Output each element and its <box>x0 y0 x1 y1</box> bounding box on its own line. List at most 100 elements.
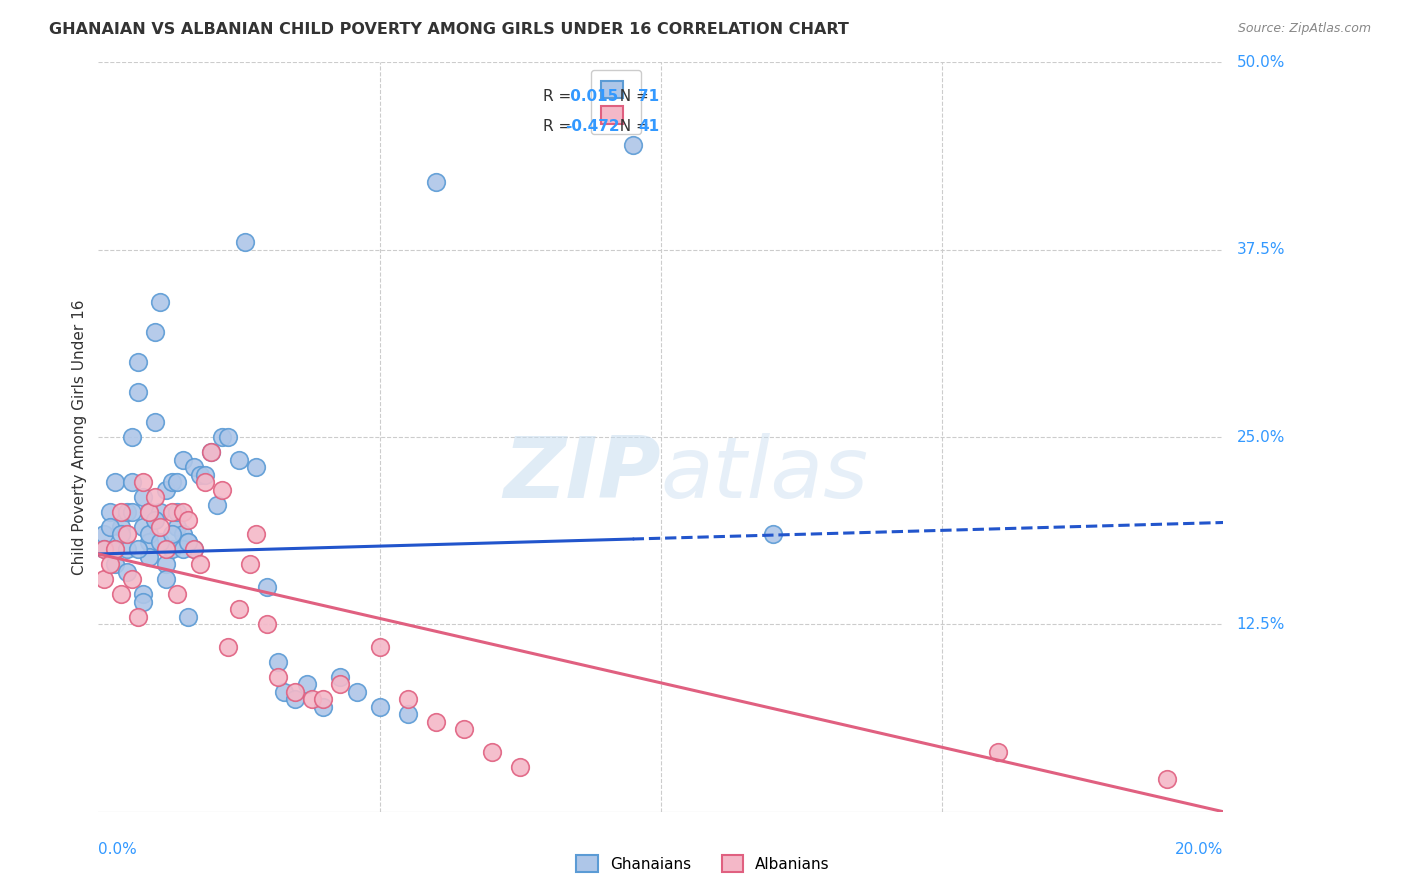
Point <box>110 527 132 541</box>
Point <box>121 475 143 489</box>
Point <box>149 535 172 549</box>
Point <box>115 505 138 519</box>
Point <box>267 670 290 684</box>
Point <box>127 542 149 557</box>
Point <box>425 714 447 729</box>
Point <box>211 430 233 444</box>
Point <box>188 467 211 482</box>
Point <box>104 558 127 572</box>
Text: 41: 41 <box>638 119 659 134</box>
Point <box>481 745 503 759</box>
Point <box>346 685 368 699</box>
Point <box>93 542 115 557</box>
Point <box>368 699 391 714</box>
Point <box>160 505 183 519</box>
Point <box>160 475 183 489</box>
Point <box>149 505 172 519</box>
Point <box>245 460 267 475</box>
Text: GHANAIAN VS ALBANIAN CHILD POVERTY AMONG GIRLS UNDER 16 CORRELATION CHART: GHANAIAN VS ALBANIAN CHILD POVERTY AMONG… <box>49 22 849 37</box>
Text: 37.5%: 37.5% <box>1237 243 1285 257</box>
Point <box>166 520 188 534</box>
Point <box>166 587 188 601</box>
Legend: , : , <box>591 70 641 135</box>
Point <box>177 535 200 549</box>
Point <box>121 505 143 519</box>
Point <box>245 527 267 541</box>
Point <box>217 430 239 444</box>
Point <box>110 587 132 601</box>
Point <box>138 505 160 519</box>
Point <box>233 235 256 250</box>
Point <box>155 558 177 572</box>
Point <box>239 558 262 572</box>
Point <box>987 745 1010 759</box>
Point <box>143 490 166 504</box>
Point <box>177 512 200 526</box>
Point <box>183 542 205 557</box>
Text: 25.0%: 25.0% <box>1237 430 1285 444</box>
Point <box>762 527 785 541</box>
Text: 0.0%: 0.0% <box>98 842 138 856</box>
Point <box>284 692 307 706</box>
Point <box>110 520 132 534</box>
Y-axis label: Child Poverty Among Girls Under 16: Child Poverty Among Girls Under 16 <box>72 300 87 574</box>
Point <box>149 295 172 310</box>
Point <box>172 527 194 541</box>
Point <box>172 452 194 467</box>
Point <box>453 723 475 737</box>
Point <box>132 595 155 609</box>
Point <box>284 685 307 699</box>
Point <box>172 542 194 557</box>
Point <box>104 542 127 557</box>
Point <box>188 558 211 572</box>
Point <box>312 692 335 706</box>
Point <box>1156 772 1178 786</box>
Point <box>132 475 155 489</box>
Point <box>509 760 531 774</box>
Point <box>396 692 419 706</box>
Text: 0.015: 0.015 <box>565 88 619 103</box>
Text: N =: N = <box>610 119 654 134</box>
Text: 12.5%: 12.5% <box>1237 617 1285 632</box>
Point <box>194 467 217 482</box>
Text: R =: R = <box>543 119 576 134</box>
Point <box>138 505 160 519</box>
Text: ZIP: ZIP <box>503 433 661 516</box>
Point <box>110 505 132 519</box>
Point <box>177 610 200 624</box>
Point <box>183 542 205 557</box>
Point <box>127 610 149 624</box>
Point <box>132 587 155 601</box>
Point <box>205 498 228 512</box>
Point <box>425 175 447 189</box>
Point <box>115 542 138 557</box>
Point <box>273 685 295 699</box>
Point <box>228 452 250 467</box>
Point <box>200 445 222 459</box>
Point <box>155 483 177 497</box>
Point <box>155 573 177 587</box>
Point <box>200 445 222 459</box>
Point <box>160 542 183 557</box>
Point <box>115 527 138 541</box>
Point <box>127 385 149 400</box>
Point <box>267 655 290 669</box>
Point <box>396 707 419 722</box>
Point <box>183 460 205 475</box>
Point <box>121 430 143 444</box>
Point <box>329 677 352 691</box>
Point <box>177 535 200 549</box>
Point <box>172 505 194 519</box>
Text: R =: R = <box>543 88 576 103</box>
Text: 50.0%: 50.0% <box>1237 55 1285 70</box>
Point <box>256 580 278 594</box>
Point <box>149 520 172 534</box>
Point <box>166 505 188 519</box>
Point <box>138 527 160 541</box>
Point <box>312 699 335 714</box>
Text: 20.0%: 20.0% <box>1175 842 1223 856</box>
Point <box>104 542 127 557</box>
Point <box>138 549 160 564</box>
Point <box>98 505 121 519</box>
Point <box>329 670 352 684</box>
